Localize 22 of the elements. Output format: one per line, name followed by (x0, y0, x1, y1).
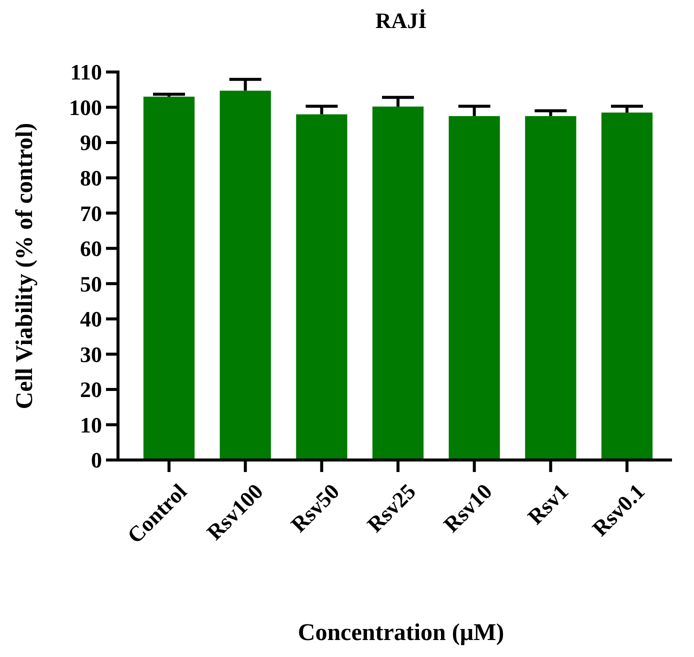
y-tick-label: 110 (70, 60, 102, 85)
y-tick-label: 90 (80, 130, 102, 156)
chart-title: RAJİ (375, 8, 427, 33)
bar (372, 106, 424, 460)
bar (601, 112, 653, 460)
bar (525, 116, 576, 460)
bar (143, 96, 195, 460)
y-tick-label: 50 (80, 271, 102, 296)
y-tick-label: 40 (80, 306, 102, 332)
y-tick-label: 70 (80, 200, 102, 226)
bar (296, 114, 348, 460)
y-tick-label: 100 (69, 94, 102, 120)
y-tick-label: 0 (91, 448, 102, 473)
bar (448, 116, 500, 460)
y-tick-label: 20 (80, 377, 102, 402)
y-tick-label: 80 (80, 166, 102, 191)
y-axis-title: Cell Viability (% of control) (12, 122, 38, 410)
y-tick-label: 60 (80, 236, 102, 262)
x-axis-title: Concentration (μM) (298, 620, 504, 646)
y-tick-label: 30 (80, 342, 102, 367)
y-tick-label: 10 (80, 412, 102, 438)
bar (220, 90, 271, 460)
